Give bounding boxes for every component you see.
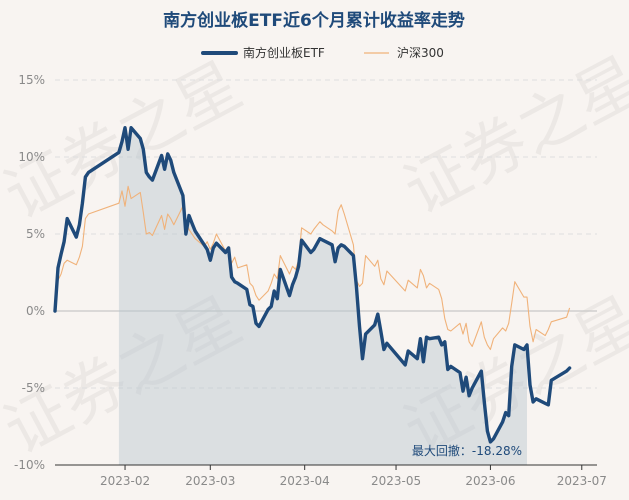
drawdown-region [118, 127, 528, 465]
drawdown-area [118, 127, 528, 465]
series-lines [53, 126, 572, 444]
legend: 南方创业板ETF 沪深300 [201, 45, 444, 60]
y-tick-label: -10% [14, 458, 45, 472]
y-tick-label: -5% [22, 381, 45, 395]
chart-title: 南方创业板ETF近6个月累计收益率走势 [163, 10, 465, 31]
y-axis: 15% 10% 5% 0% -5% -10% [14, 73, 45, 472]
watermark-text: 证券之星 [393, 44, 629, 230]
y-tick-label: 5% [26, 227, 45, 241]
x-tick-label: 2023-03 [185, 474, 235, 488]
x-tick-label: 2023-04 [280, 474, 330, 488]
series-line-index [54, 185, 571, 351]
legend-label-index: 沪深300 [397, 46, 444, 60]
legend-label-fund: 南方创业板ETF [243, 45, 325, 60]
y-tick-label: 0% [26, 304, 45, 318]
drawdown-label: 最大回撤：-18.28% [412, 443, 522, 458]
y-tick-label: 15% [18, 73, 45, 87]
x-tick-label: 2023-05 [371, 474, 421, 488]
x-tick-label: 2023-06 [465, 474, 515, 488]
y-tick-label: 10% [18, 150, 45, 164]
x-tick-label: 2023-07 [557, 474, 607, 488]
x-tick-label: 2023-02 [100, 474, 150, 488]
series-line-fund [53, 126, 572, 444]
x-axis: 2023-02 2023-03 2023-04 2023-05 2023-06 2023-… [55, 464, 607, 488]
